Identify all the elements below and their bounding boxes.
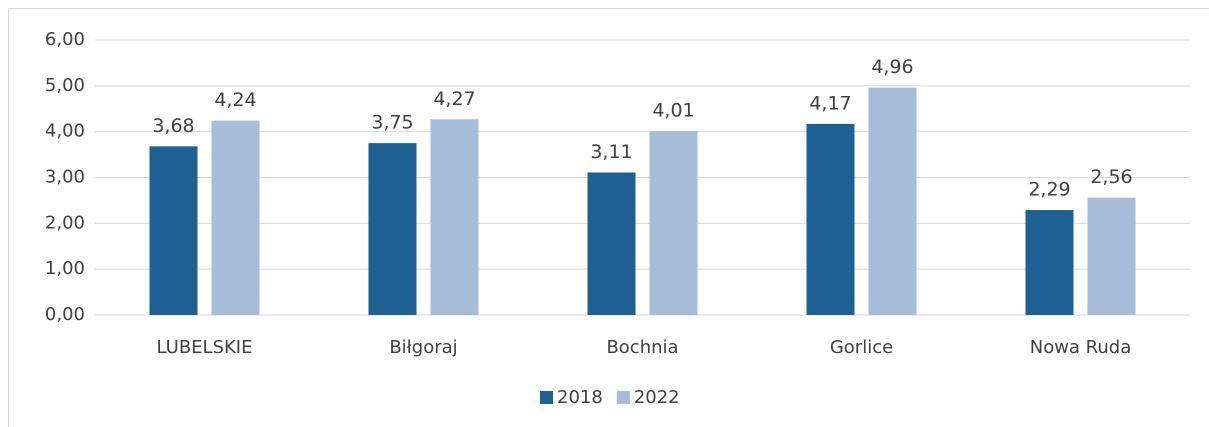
y-tick-label: 6,00	[45, 29, 85, 50]
bar	[430, 119, 479, 316]
bar	[587, 172, 636, 315]
x-tick-label: Gorlice	[830, 337, 893, 358]
data-label: 3,68	[152, 115, 194, 137]
legend-label: 2022	[634, 387, 680, 408]
bar	[1087, 197, 1136, 315]
data-label: 4,01	[652, 100, 694, 122]
chart-border	[8, 8, 1209, 427]
y-tick-label: 2,00	[45, 212, 85, 233]
bar	[806, 123, 855, 315]
x-tick-label: Nowa Ruda	[1030, 337, 1132, 358]
bar	[149, 146, 198, 315]
data-label: 4,27	[433, 88, 475, 110]
y-tick-label: 5,00	[45, 75, 85, 96]
legend-swatch	[616, 391, 630, 404]
data-label: 3,75	[371, 112, 413, 134]
bar	[368, 143, 417, 315]
bar	[1025, 210, 1074, 315]
x-tick-label: Bochnia	[606, 337, 678, 358]
y-tick-label: 4,00	[45, 121, 85, 142]
data-label: 4,17	[809, 92, 851, 114]
x-tick-label: LUBELSKIE	[157, 337, 253, 358]
bar	[649, 131, 698, 315]
y-tick-label: 1,00	[45, 258, 85, 279]
bar	[868, 87, 917, 316]
data-label: 2,56	[1090, 166, 1132, 188]
data-label: 4,96	[871, 56, 913, 78]
legend-label: 2018	[557, 387, 603, 408]
bar	[211, 120, 260, 316]
y-tick-label: 3,00	[45, 167, 85, 188]
x-tick-label: Biłgoraj	[389, 337, 457, 358]
legend-swatch	[540, 391, 553, 404]
data-label: 2,29	[1028, 179, 1070, 201]
data-label: 4,24	[214, 89, 256, 111]
data-label: 3,11	[590, 141, 632, 163]
y-tick-label: 0,00	[45, 304, 85, 325]
